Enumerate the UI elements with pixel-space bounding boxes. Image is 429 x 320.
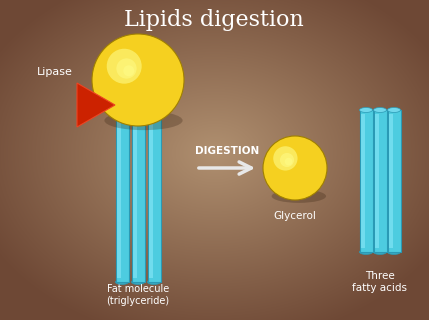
Circle shape	[263, 136, 327, 200]
Bar	[149, 114, 153, 278]
Ellipse shape	[272, 189, 326, 203]
Text: Three
fatty acids: Three fatty acids	[353, 271, 408, 293]
Circle shape	[280, 153, 294, 167]
Ellipse shape	[374, 108, 387, 112]
Ellipse shape	[148, 280, 160, 284]
Bar	[387, 110, 401, 252]
Circle shape	[123, 65, 134, 76]
Bar	[389, 114, 393, 248]
Circle shape	[273, 146, 298, 171]
Bar	[148, 110, 160, 282]
Text: Lipids digestion: Lipids digestion	[124, 9, 304, 31]
Text: Glycerol: Glycerol	[274, 211, 317, 221]
Polygon shape	[77, 83, 115, 127]
Ellipse shape	[360, 250, 372, 254]
Bar	[361, 114, 365, 248]
Ellipse shape	[132, 280, 145, 284]
Bar	[115, 110, 129, 282]
Circle shape	[107, 49, 142, 84]
Circle shape	[116, 58, 136, 79]
Text: Fat molecule
(triglyceride): Fat molecule (triglyceride)	[106, 284, 169, 306]
Ellipse shape	[374, 250, 387, 254]
Bar	[374, 110, 387, 252]
Ellipse shape	[132, 108, 145, 112]
Bar	[133, 114, 137, 278]
Ellipse shape	[360, 108, 372, 112]
Ellipse shape	[387, 250, 401, 254]
Bar	[132, 110, 145, 282]
Circle shape	[92, 34, 184, 126]
Bar	[360, 110, 372, 252]
Ellipse shape	[115, 280, 129, 284]
Ellipse shape	[387, 108, 401, 112]
Ellipse shape	[148, 108, 160, 112]
Bar	[375, 114, 379, 248]
Ellipse shape	[115, 108, 129, 112]
Text: Lipase: Lipase	[37, 67, 73, 77]
Bar	[117, 114, 121, 278]
Ellipse shape	[104, 111, 183, 130]
Text: DIGESTION: DIGESTION	[195, 146, 259, 156]
Circle shape	[285, 158, 293, 165]
